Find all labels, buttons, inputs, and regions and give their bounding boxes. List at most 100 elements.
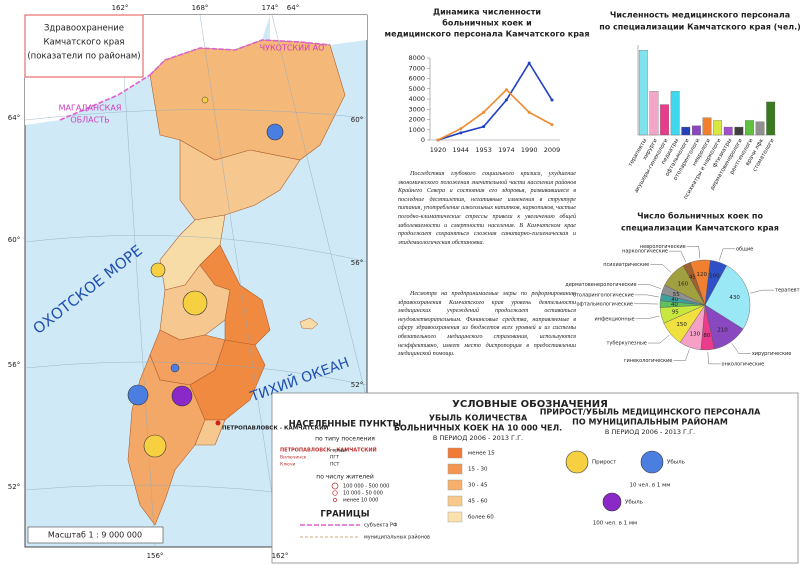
bar [638, 50, 648, 136]
chart-title: больничных коек и [442, 18, 532, 28]
legend-size: 10 000 - 50 000 [343, 491, 383, 497]
bar [702, 117, 712, 136]
coord-label: 64° [8, 114, 20, 122]
coord-label: 56° [8, 361, 20, 369]
pie-slice [704, 260, 727, 306]
capital-label: ПЕТРОПАВЛОВСК - КАМЧАТСКИЙ [222, 424, 329, 432]
slice-value: 120 [696, 272, 707, 278]
slice-label: психиатрические [603, 262, 649, 268]
leader-line [668, 250, 686, 263]
point [527, 110, 531, 114]
point [459, 131, 463, 135]
leader-line [731, 343, 751, 354]
series-line [437, 61, 553, 141]
size-symbol [332, 490, 338, 496]
bed-swatch [447, 495, 463, 507]
coord-label: 56° [351, 259, 363, 267]
bed-swatch [447, 479, 463, 491]
y-tick-label: 6000 [408, 75, 425, 83]
title-box [24, 14, 144, 78]
size-symbol [331, 482, 339, 490]
legend-type: Ключи [280, 462, 296, 468]
leader-line [637, 284, 661, 289]
bar [723, 126, 733, 136]
slice-label: отоларингологические [573, 292, 634, 298]
coord-label: 156° [147, 552, 164, 560]
legend-loss2 [602, 492, 622, 512]
slice-label: наркологические [622, 249, 668, 255]
staff-circle [170, 363, 180, 373]
x-tick-label: 1990 [521, 146, 538, 154]
parallel [24, 109, 368, 121]
slice-label: инфекционные [594, 316, 634, 322]
bed-swatch [447, 447, 463, 459]
vilyuchinsk [194, 419, 226, 446]
bed-class: 30 - 45 [468, 483, 488, 489]
point [550, 98, 554, 102]
staff-circle [182, 290, 208, 316]
slice-label: гинекологические [624, 358, 673, 364]
staff-circle [171, 385, 193, 407]
point [482, 110, 486, 114]
slice-value: 100 [709, 273, 720, 279]
legend-type: ПСТ [330, 462, 340, 468]
bar [691, 125, 701, 136]
y-tick-label: 1000 [408, 126, 425, 134]
meridian [119, 14, 156, 548]
legend-heading: ПРИРОСТ/УБЫЛЬ МЕДИЦИНСКОГО ПЕРСОНАЛА [540, 408, 761, 417]
meridian [271, 14, 368, 401]
region-border [149, 39, 331, 76]
y-tick-label: 7000 [408, 64, 425, 72]
coord-label: 60° [8, 236, 20, 244]
coord-label: 174° [262, 4, 279, 12]
slice-value: 80 [703, 333, 710, 339]
point [459, 127, 463, 131]
legend-sub: по числу жителей [316, 474, 374, 481]
legend-box [271, 392, 799, 564]
legend-type: Вилючинск [280, 455, 307, 461]
bar [713, 120, 723, 136]
point [550, 123, 554, 127]
legend-title: УСЛОВНЫЕ ОБОЗНАЧЕНИЯ [452, 399, 608, 410]
bed-swatch [447, 511, 463, 523]
graticule [24, 14, 368, 548]
region-label: МАГАДАНСКАЯ [59, 104, 122, 113]
coord-label: 60° [351, 116, 363, 124]
size-symbol [333, 498, 337, 502]
legend-growth [565, 450, 589, 474]
legend-size: менее 10 000 [343, 498, 378, 504]
legend-heading: УБЫЛЬ КОЛИЧЕСТВА [429, 414, 528, 423]
leader-line [750, 289, 775, 294]
slice-label: неврологические [640, 244, 686, 250]
coord-label: 52° [351, 381, 363, 389]
bed-class: 45 - 60 [468, 499, 488, 505]
series-line [437, 88, 553, 141]
legend-heading: НАСЕЛЕННЫЕ ПУНКТЫ [289, 420, 402, 430]
bar [755, 121, 765, 136]
bed-class: 15 - 30 [468, 467, 488, 473]
point [504, 88, 508, 92]
legend-staff: Убыль [625, 500, 643, 506]
slice-label: терапевтические [775, 288, 800, 294]
leader-line [673, 349, 690, 361]
chukotka-area [270, 15, 367, 45]
x-tick-label: 1920 [430, 146, 447, 154]
bar [766, 101, 776, 136]
legend-border: муниципальных районов [364, 534, 430, 541]
legend-heading: ПО МУНИЦИПАЛЬНЫМ РАЙОНАМ [572, 416, 728, 427]
map-title: (показатели по районам) [27, 52, 140, 62]
scale-box [27, 526, 164, 544]
legend-staff: Прирост [592, 460, 617, 466]
coord-label: 64° [287, 4, 299, 12]
x-tick-label: 2009 [544, 146, 561, 154]
koryak-mid [179, 139, 301, 221]
slice-value: 45 [689, 275, 696, 281]
slice-value: 430 [729, 295, 740, 301]
chart-title: по специализации Камчатского края (чел.) [599, 23, 800, 32]
chart-title: Динамика численности [433, 8, 541, 17]
bar [745, 120, 754, 136]
legend-heading: ГРАНИЦЫ [320, 510, 369, 520]
bar [649, 91, 659, 136]
chart-title: специализации Камчатского края [621, 224, 779, 233]
